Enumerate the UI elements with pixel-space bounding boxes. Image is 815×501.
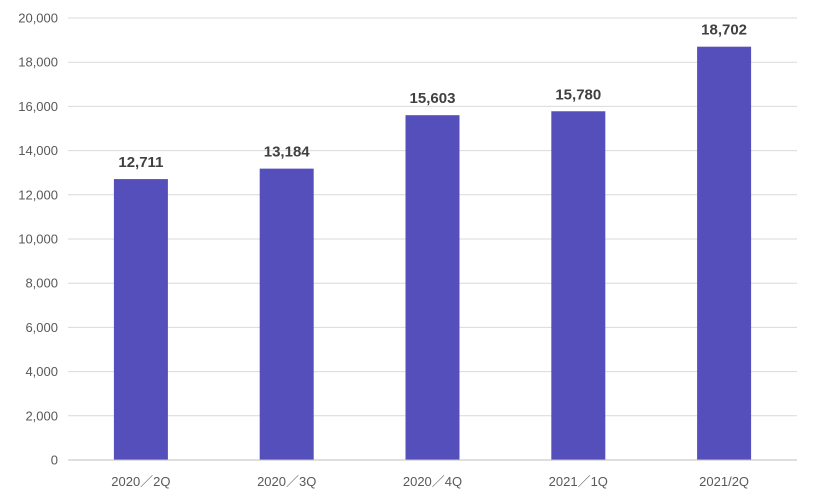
bar-value-label: 15,780 bbox=[555, 86, 601, 103]
y-tick-label: 14,000 bbox=[18, 143, 58, 158]
bar bbox=[405, 115, 460, 460]
x-tick-label: 2021/2Q bbox=[699, 474, 749, 489]
x-tick-label: 2020／2Q bbox=[111, 474, 170, 489]
y-tick-label: 10,000 bbox=[18, 232, 58, 247]
bar-value-label: 15,603 bbox=[410, 90, 456, 107]
bar bbox=[697, 46, 752, 461]
y-axis-tick-labels: 0 2,000 4,000 6,000 8,000 10,000 12,000 14,000 1… bbox=[18, 11, 58, 468]
data-labels: 12,711 13,184 15,603 15,780 18,702 bbox=[118, 22, 747, 171]
y-tick-label: 16,000 bbox=[18, 99, 58, 114]
x-tick-label: 2020／3Q bbox=[257, 474, 316, 489]
y-tick-label: 2,000 bbox=[25, 408, 58, 423]
x-tick-label: 2021／1Q bbox=[549, 474, 608, 489]
y-tick-label: 18,000 bbox=[18, 55, 58, 70]
bar bbox=[259, 168, 314, 460]
bar-value-label: 12,711 bbox=[118, 154, 163, 171]
y-tick-label: 6,000 bbox=[25, 320, 58, 335]
y-tick-label: 0 bbox=[51, 453, 58, 468]
x-tick-label: 2020／4Q bbox=[403, 474, 462, 489]
bar bbox=[113, 179, 168, 460]
y-tick-label: 8,000 bbox=[25, 276, 58, 291]
y-tick-label: 20,000 bbox=[18, 11, 58, 26]
y-tick-label: 4,000 bbox=[25, 364, 58, 379]
x-axis-tick-labels: 2020／2Q 2020／3Q 2020／4Q 2021／1Q 2021/2Q bbox=[111, 474, 749, 489]
bars bbox=[113, 46, 752, 461]
bar bbox=[551, 111, 606, 461]
y-tick-label: 12,000 bbox=[18, 187, 58, 202]
bar-value-label: 18,702 bbox=[701, 22, 747, 39]
bar-value-label: 13,184 bbox=[264, 144, 311, 161]
